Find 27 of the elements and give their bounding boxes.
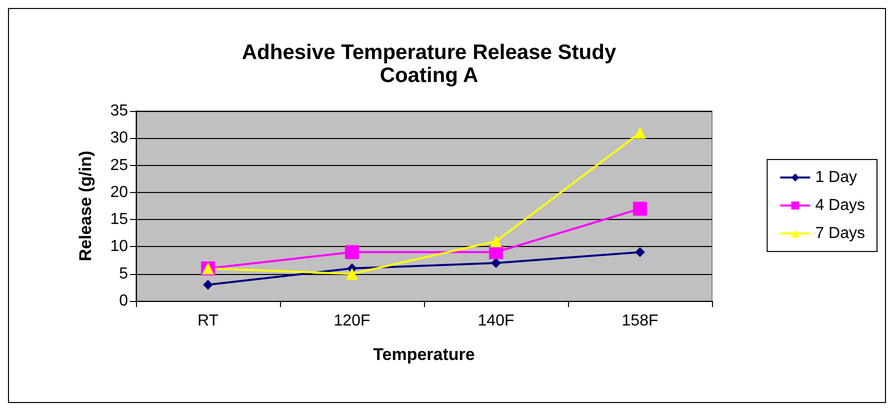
y-tick-label: 30: [110, 130, 128, 147]
y-tick-label: 25: [110, 156, 128, 174]
x-tick-label: 158F: [622, 312, 658, 330]
point: [203, 280, 213, 290]
y-tick-label: 35: [110, 102, 128, 120]
point: [345, 245, 359, 260]
chart-subtitle: Coating A: [380, 64, 478, 87]
y-tick-label: 15: [110, 211, 128, 228]
x-axis-title: Temperature: [373, 345, 475, 364]
y-tick-label: 0: [119, 292, 128, 310]
point: [491, 258, 501, 268]
y-axis-title: Release (g/in): [76, 150, 95, 262]
point: [635, 247, 645, 258]
x-tick-label: 140F: [478, 312, 514, 330]
legend-label: 7 Days: [815, 225, 865, 242]
y-tick-label: 5: [119, 265, 128, 282]
point: [634, 126, 646, 139]
point: [346, 268, 358, 280]
x-tick-label: RT: [197, 312, 219, 330]
y-tick-label: 10: [110, 238, 128, 256]
y-tick-label: 20: [110, 184, 128, 201]
point: [633, 202, 647, 216]
chart-title: Adhesive Temperature Release Study: [242, 41, 616, 64]
legend-label: 1 Day: [815, 169, 857, 186]
x-tick-label: 120F: [334, 312, 370, 330]
point: [490, 235, 502, 248]
legend-label: 4 Days: [815, 197, 865, 214]
